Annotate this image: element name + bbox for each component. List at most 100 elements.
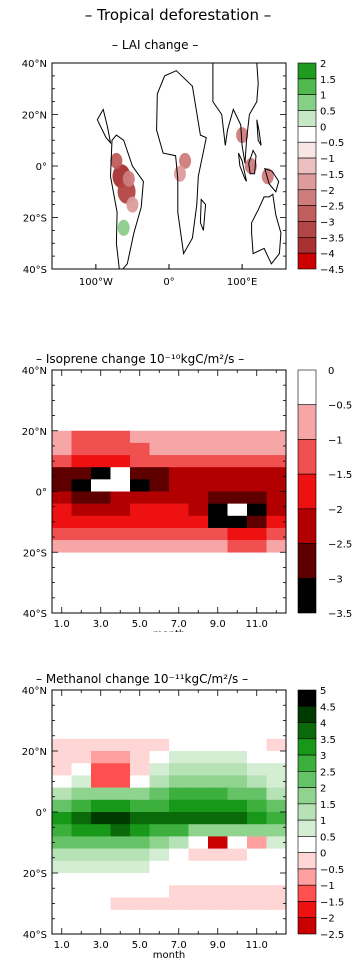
- lai-colorbar-label: 0.5: [320, 107, 336, 118]
- isoprene-cell: [247, 540, 267, 553]
- isoprene-cell: [71, 442, 92, 456]
- methanol-cell: [227, 873, 248, 886]
- isoprene-colorbar-label: −3.5: [328, 609, 352, 620]
- isoprene-cell: [227, 527, 248, 541]
- methanol-cell: [227, 787, 248, 801]
- lai-region-mark: [126, 196, 139, 213]
- methanol-cell: [169, 812, 189, 825]
- isoprene-cell: [208, 527, 228, 541]
- methanol-colorbar-cell: [297, 722, 317, 740]
- isoprene-cell: [188, 503, 209, 517]
- isoprene-colorbar-label: −2.5: [328, 540, 352, 551]
- methanol-cell: [149, 860, 170, 874]
- methanol-colorbar-label: 2: [320, 784, 326, 795]
- isoprene-cell: [247, 527, 267, 541]
- methanol-xtick-label: 7.0: [171, 940, 187, 951]
- methanol-colorbar-cell: [297, 771, 317, 788]
- isoprene-colorbar-cell: [297, 473, 317, 510]
- methanol-cell: [130, 799, 150, 813]
- isoprene-cell: [130, 442, 150, 456]
- methanol-cell: [149, 799, 170, 813]
- lai-colorbar-label: −0.5: [320, 138, 344, 149]
- methanol-cell: [130, 848, 150, 862]
- methanol-colorbar-cell: [297, 787, 317, 805]
- isoprene-cell: [188, 442, 209, 456]
- isoprene-cell: [266, 430, 287, 444]
- methanol-cell: [208, 751, 228, 764]
- methanol-cell: [208, 836, 228, 849]
- methanol-cell: [266, 848, 287, 862]
- lai-colorbar-cell: [297, 173, 317, 191]
- isoprene-xaxis-label: month: [153, 629, 185, 632]
- isoprene-cell: [91, 455, 111, 468]
- methanol-cell: [71, 836, 92, 849]
- methanol-cell: [227, 799, 248, 813]
- methanol-colorbar-label: −1: [320, 881, 335, 892]
- lai-colorbar-label: 2: [320, 59, 326, 70]
- isoprene-xtick-label: 1.0: [54, 619, 70, 630]
- methanol-cell: [227, 885, 248, 898]
- methanol-cell: [71, 824, 92, 837]
- isoprene-cell: [208, 455, 228, 468]
- isoprene-cell: [188, 491, 209, 504]
- methanol-cell: [169, 799, 189, 813]
- methanol-cell: [110, 897, 131, 910]
- methanol-ytick-label: 40°S: [23, 930, 47, 941]
- lai-colorbar-label: 0: [320, 122, 326, 133]
- methanol-cell: [169, 885, 189, 898]
- methanol-cell: [169, 787, 189, 801]
- methanol-cell: [149, 836, 170, 849]
- isoprene-cell: [188, 467, 209, 480]
- isoprene-cell: [130, 503, 150, 517]
- methanol-cell: [110, 738, 131, 752]
- isoprene-cell: [169, 442, 189, 456]
- methanol-cell: [227, 860, 248, 874]
- methanol-cell: [227, 751, 248, 764]
- methanol-cell: [247, 751, 267, 764]
- isoprene-cell: [266, 540, 287, 553]
- methanol-cell: [130, 860, 150, 874]
- methanol-colorbar-cell: [297, 836, 317, 853]
- methanol-cell: [266, 897, 287, 910]
- isoprene-cell: [110, 515, 131, 529]
- methanol-cell: [188, 738, 209, 752]
- lai-xtick-label: 100°W: [79, 277, 113, 288]
- isoprene-colorbar-cell: [297, 369, 317, 406]
- methanol-cell: [247, 787, 267, 801]
- isoprene-cell: [91, 491, 111, 504]
- methanol-cell: [149, 763, 170, 776]
- methanol-cell: [169, 824, 189, 837]
- isoprene-colorbar-label: 0: [328, 366, 334, 377]
- methanol-cell: [71, 885, 92, 898]
- isoprene-cell: [110, 540, 131, 553]
- isoprene-cell: [110, 430, 131, 444]
- methanol-colorbar-cell: [297, 884, 317, 902]
- methanol-cell: [188, 812, 209, 825]
- isoprene-cell: [169, 540, 189, 553]
- isoprene-cell: [110, 442, 131, 456]
- methanol-cell: [110, 787, 131, 801]
- methanol-cell: [110, 799, 131, 813]
- methanol-cell: [71, 799, 92, 813]
- isoprene-cell: [227, 455, 248, 468]
- lai-region-mark: [122, 170, 135, 187]
- lai-colorbar-cell: [297, 237, 317, 254]
- methanol-cell: [227, 836, 248, 849]
- isoprene-cell: [149, 491, 170, 504]
- methanol-heatmap-chart: 40°S 20°S 0° 20°N 40°N 1.0 3.0 5.0 7.0 9.0 11.0 mon…: [22, 686, 345, 961]
- isoprene-ytick-label: 0°: [36, 488, 47, 499]
- methanol-cell: [52, 799, 72, 813]
- methanol-cell: [91, 873, 111, 886]
- isoprene-cell: [52, 442, 72, 456]
- isoprene-cell: [169, 503, 189, 517]
- isoprene-cell: [52, 515, 72, 529]
- methanol-cell: [91, 787, 111, 801]
- isoprene-xtick-label: 9.0: [210, 619, 226, 630]
- isoprene-panel-title: – Isoprene change 10⁻¹⁰kgC/m²/s –: [36, 352, 245, 366]
- isoprene-cell: [110, 479, 131, 492]
- lai-map-chart: 40°S 20°S 0° 20°N 40°N 100°W 0° 100°E 2 1.5 1 0.5 0 −…: [22, 59, 345, 288]
- isoprene-cell: [110, 455, 131, 468]
- isoprene-cell: [227, 515, 248, 529]
- methanol-cell: [130, 824, 150, 837]
- lai-colorbar-label: −1.5: [320, 170, 344, 181]
